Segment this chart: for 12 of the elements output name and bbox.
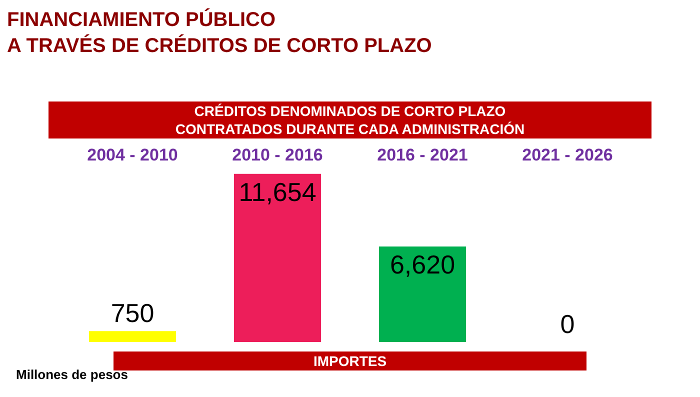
x-tick-label: 2016 - 2021 [377, 146, 468, 165]
x-tick-label: 2004 - 2010 [87, 146, 178, 165]
data-label: 750 [110, 298, 154, 328]
x-tick-label: 2010 - 2016 [232, 146, 323, 165]
text: Millones de pesos [16, 367, 128, 382]
chart-title: FINANCIAMIENTO PÚBLICO A TRAVÉS DE CRÉDITOS DE CORTO PLAZO [7, 8, 432, 57]
x-axis-title: IMPORTES [313, 353, 387, 369]
data-label: 6,620 [390, 249, 456, 280]
chart-subtitle: CRÉDITOS DENOMINADOS DE CORTO PLAZO CONTRATADOS DURANTE CADA ADMINISTRACIÓN [175, 103, 525, 138]
data-label: 0 [560, 309, 575, 339]
x-tick-label: 2021 - 2026 [522, 146, 613, 165]
data-label: 11,654 [238, 176, 316, 207]
